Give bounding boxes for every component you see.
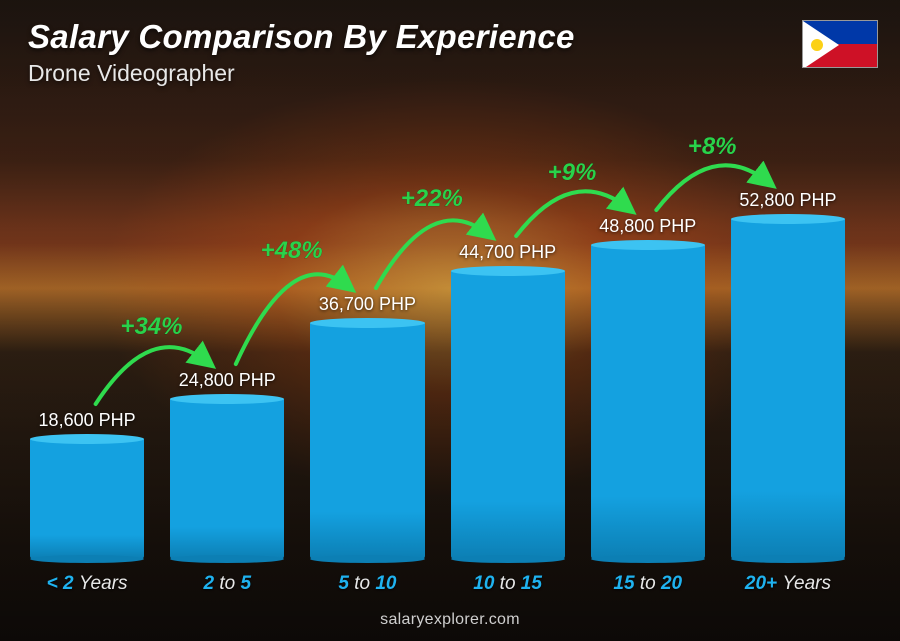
x-axis-label: 15 to 20 xyxy=(591,573,705,595)
bar-value-label: 44,700 PHP xyxy=(459,242,556,263)
x-axis-label: 5 to 10 xyxy=(310,573,424,595)
bar-slot: 48,800 PHP xyxy=(591,100,705,559)
bar xyxy=(731,219,845,559)
bar-slot: 52,800 PHP xyxy=(731,100,845,559)
bar-value-label: 52,800 PHP xyxy=(739,190,836,211)
bar xyxy=(451,271,565,559)
bar-slot: 44,700 PHP xyxy=(451,100,565,559)
bar-slot: 18,600 PHP xyxy=(30,100,144,559)
x-axis-label: 2 to 5 xyxy=(170,573,284,595)
page-title: Salary Comparison By Experience xyxy=(28,18,575,56)
title-block: Salary Comparison By Experience Drone Vi… xyxy=(28,18,575,87)
x-axis-labels: < 2 Years 2 to 5 5 to 10 10 to 15 15 to 20 20… xyxy=(30,573,845,595)
bar xyxy=(170,399,284,559)
infographic-container: Salary Comparison By Experience Drone Vi… xyxy=(0,0,900,641)
bar xyxy=(30,439,144,559)
bar xyxy=(591,245,705,559)
bar-value-label: 36,700 PHP xyxy=(319,294,416,315)
bar-value-label: 48,800 PHP xyxy=(599,216,696,237)
flag-philippines-icon xyxy=(802,20,878,68)
bar-value-label: 24,800 PHP xyxy=(179,370,276,391)
x-axis-label: 20+ Years xyxy=(731,573,845,595)
page-subtitle: Drone Videographer xyxy=(28,60,575,87)
bar-group: 18,600 PHP 24,800 PHP 36,700 PHP 44,700 … xyxy=(30,100,845,559)
bar-slot: 24,800 PHP xyxy=(170,100,284,559)
footer-credit: salaryexplorer.com xyxy=(0,611,900,629)
bar-chart: 18,600 PHP 24,800 PHP 36,700 PHP 44,700 … xyxy=(30,100,845,559)
x-axis-label: 10 to 15 xyxy=(451,573,565,595)
bar-slot: 36,700 PHP xyxy=(310,100,424,559)
bar-value-label: 18,600 PHP xyxy=(39,410,136,431)
x-axis-label: < 2 Years xyxy=(30,573,144,595)
bar xyxy=(310,323,424,559)
